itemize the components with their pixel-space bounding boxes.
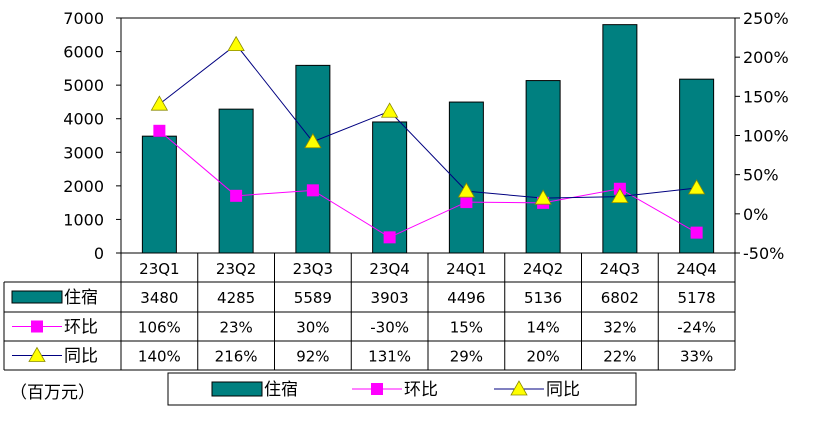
point-环比-23Q2 <box>230 189 243 202</box>
table-cell: 5136 <box>524 289 562 307</box>
table-cell: 6802 <box>601 289 639 307</box>
table-cell: 15% <box>450 319 483 337</box>
table-row-label: 环比 <box>64 318 98 338</box>
table-key-bar <box>11 290 63 304</box>
unit-label: （百万元） <box>10 383 95 403</box>
table-cell: 4496 <box>447 289 485 307</box>
y-axis-right: -50% 0% 50% 100% 150% 200% 250% <box>735 9 789 263</box>
table-category-label: 24Q3 <box>600 260 640 278</box>
plot-frame <box>120 17 736 253</box>
table-category-label: 24Q2 <box>523 260 563 278</box>
table-cell: 106% <box>138 319 181 337</box>
y-left-tick-label: 2000 <box>63 177 104 196</box>
table-cell: 3903 <box>371 289 409 307</box>
point-同比-23Q4 <box>380 102 399 118</box>
table-cell: 22% <box>603 348 636 366</box>
legend-label: 住宿 <box>264 380 298 400</box>
table-key-marker <box>31 320 43 333</box>
bars <box>141 24 715 254</box>
y-right-tick-label: 250% <box>743 9 789 28</box>
table-cell: 92% <box>296 348 329 366</box>
point-环比-23Q1 <box>153 124 166 137</box>
line-环比 <box>159 130 697 238</box>
y-axis-left: 0 1000 2000 3000 4000 5000 6000 7000 <box>63 9 121 263</box>
y-right-tick-label: 200% <box>743 48 789 67</box>
point-同比-23Q1 <box>150 95 169 111</box>
table-row-label: 同比 <box>64 347 98 367</box>
bar-23Q4 <box>372 121 408 254</box>
y-left-tick-label: 6000 <box>63 43 104 62</box>
table-cell: 5589 <box>294 289 332 307</box>
table-cell: 33% <box>680 348 713 366</box>
y-right-tick-label: 0% <box>743 205 768 224</box>
y-left-tick-label: 5000 <box>63 76 104 95</box>
table-category-label: 24Q4 <box>676 260 716 278</box>
table-cell: 4285 <box>217 289 255 307</box>
point-同比-24Q2 <box>534 189 552 205</box>
table-key-marker <box>28 346 46 362</box>
point-同比-24Q1 <box>457 182 476 198</box>
bar-23Q1 <box>141 135 177 254</box>
y-right-tick-label: 100% <box>743 127 789 146</box>
table-cell: -30% <box>370 319 409 337</box>
point-环比-23Q3 <box>306 184 319 197</box>
table-cell: 23% <box>219 319 252 337</box>
bar-24Q4 <box>679 78 715 254</box>
point-同比-24Q3 <box>611 187 629 204</box>
data-table: 23Q1 23Q2 23Q3 23Q4 24Q1 24Q2 24Q3 24Q4 住宿 3480 42… <box>3 252 736 371</box>
table-category-label: 23Q3 <box>293 260 333 278</box>
point-环比-24Q1 <box>460 196 473 209</box>
table-cell: 216% <box>215 348 258 366</box>
bar-23Q3 <box>295 64 331 254</box>
table-category-label: 23Q2 <box>216 260 256 278</box>
line-同比 <box>159 43 697 199</box>
point-同比-23Q3 <box>304 132 322 149</box>
table-cell: -24% <box>677 319 716 337</box>
y-left-tick-label: 7000 <box>63 9 104 28</box>
legend: 住宿 环比 同比 <box>167 372 637 406</box>
table-cell: 32% <box>603 319 636 337</box>
legend-label: 环比 <box>404 380 438 400</box>
table-cell: 20% <box>526 348 559 366</box>
table-row-label: 住宿 <box>64 288 98 308</box>
y-left-tick-label: 4000 <box>63 110 104 129</box>
point-环比-23Q4 <box>383 231 396 244</box>
table-cell: 5178 <box>678 289 716 307</box>
bar-24Q2 <box>525 80 561 254</box>
bar-24Q3 <box>602 24 638 254</box>
table-cell: 3480 <box>140 289 178 307</box>
bar-24Q1 <box>448 101 484 254</box>
point-同比-23Q2 <box>227 35 245 52</box>
table-cell: 29% <box>450 348 483 366</box>
table-category-label: 23Q1 <box>139 260 179 278</box>
y-left-tick-label: 1000 <box>63 210 104 229</box>
legend-key-marker <box>510 380 528 396</box>
table-cell: 131% <box>368 348 411 366</box>
table-category-label: 23Q4 <box>369 260 409 278</box>
legend-label: 同比 <box>546 380 580 400</box>
y-right-tick-label: 50% <box>743 166 779 185</box>
table-cell: 140% <box>138 348 181 366</box>
legend-key-marker <box>371 383 383 395</box>
y-right-tick-label: 150% <box>743 87 789 106</box>
legend-key-bar <box>211 381 263 397</box>
series-lines <box>150 35 706 244</box>
point-环比-24Q4 <box>690 226 703 239</box>
bar-23Q2 <box>218 108 254 254</box>
y-right-tick-label: -50% <box>743 244 784 263</box>
table-cell: 14% <box>526 319 559 337</box>
table-cell: 30% <box>296 319 329 337</box>
table-category-label: 24Q1 <box>446 260 486 278</box>
y-left-tick-label: 0 <box>94 244 104 263</box>
point-同比-24Q4 <box>687 179 706 195</box>
y-left-tick-label: 3000 <box>63 143 104 162</box>
